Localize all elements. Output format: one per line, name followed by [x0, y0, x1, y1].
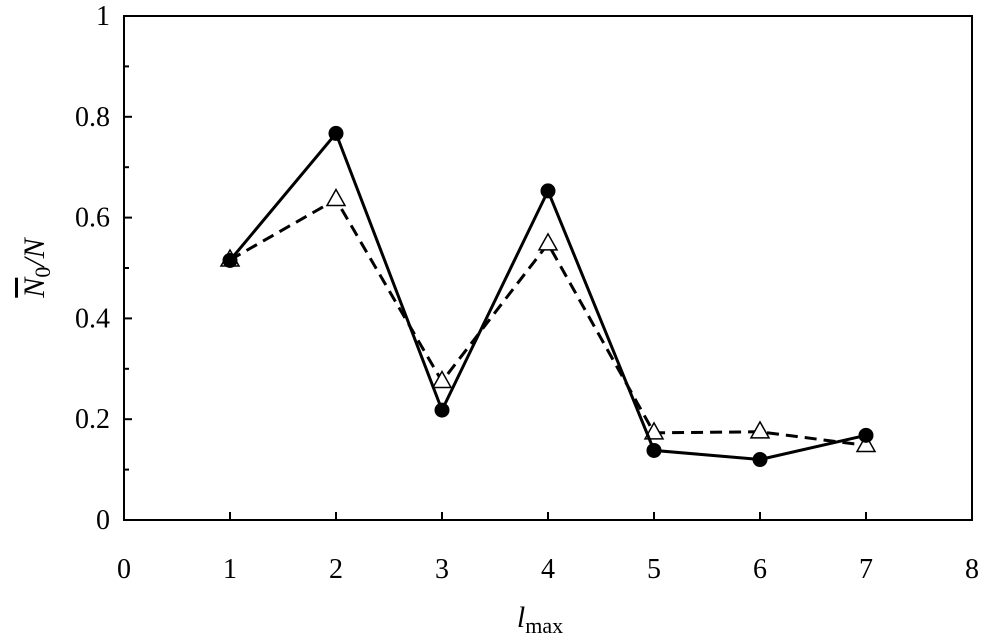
x-tick-label: 2: [329, 554, 343, 585]
data-point-triangle: [431, 369, 453, 389]
data-point-circle: [646, 442, 662, 458]
x-axis-label: lmax: [517, 601, 563, 638]
y-tick-label: 0.2: [75, 404, 110, 435]
x-tick-label: 3: [435, 554, 449, 585]
series-1: [222, 125, 874, 468]
x-tick-label: 7: [859, 554, 873, 585]
x-tick-label: 1: [223, 554, 237, 585]
y-axis-label-overbar: N: [18, 276, 51, 299]
plot-area-border: [123, 15, 973, 521]
svg-text:N0/N: N0/N: [18, 236, 55, 298]
x-tick-label: 5: [647, 554, 661, 585]
data-point-triangle: [643, 421, 665, 440]
x-axis-label-main: l: [517, 601, 525, 634]
data-point-triangle: [537, 232, 559, 251]
data-point-triangle: [325, 188, 347, 207]
x-tick-label: 4: [541, 554, 555, 585]
series-1-line: [228, 130, 867, 462]
data-point-circle: [752, 452, 768, 468]
y-axis-label-rest: /N: [18, 236, 51, 268]
data-point-circle: [434, 402, 450, 418]
x-axis-ticks: 0 1 2 3 4 5 6 7 8: [117, 512, 979, 585]
y-axis-label: N0/N: [18, 236, 55, 298]
data-point-circle: [858, 427, 874, 443]
y-tick-label: 0.8: [75, 102, 110, 133]
y-tick-label: 1: [96, 1, 110, 32]
data-point-circle: [328, 125, 344, 141]
data-point-circle: [222, 252, 238, 268]
y-axis-ticks: 0 0.2 0.4 0.6 0.8 1: [75, 1, 132, 536]
data-point-circle: [540, 183, 556, 199]
y-tick-label: 0.6: [75, 203, 110, 234]
y-axis-label-sub: 0: [30, 267, 55, 278]
data-point-triangle: [855, 433, 877, 453]
x-axis-label-sub: max: [525, 613, 563, 638]
series-2: [219, 188, 877, 453]
x-tick-label: 0: [117, 554, 131, 585]
y-tick-label: 0.4: [75, 303, 110, 334]
data-point-triangle: [749, 420, 771, 439]
y-tick-label: 0: [96, 505, 110, 536]
x-tick-label: 6: [753, 554, 767, 585]
plot-frame: [123, 15, 973, 521]
x-tick-label: 8: [965, 554, 979, 585]
series-layer: [219, 125, 877, 468]
